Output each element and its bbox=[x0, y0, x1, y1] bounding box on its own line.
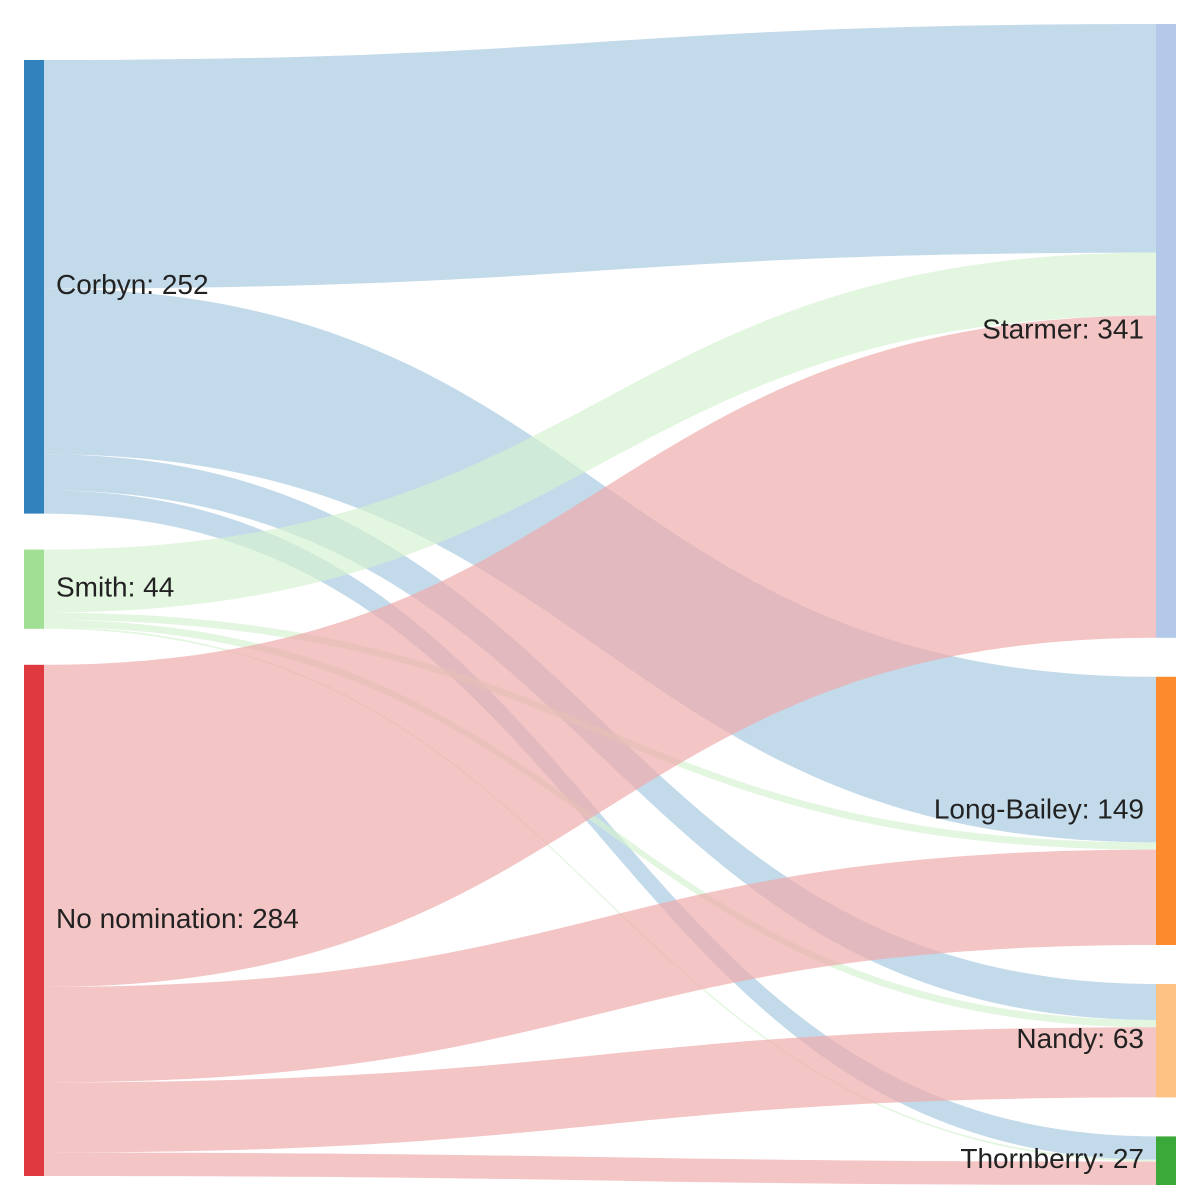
link-corbyn-to-starmer[interactable] bbox=[44, 24, 1156, 289]
node-no-nomination[interactable] bbox=[24, 664, 44, 1176]
nodes-layer bbox=[24, 24, 1176, 1185]
node-label-starmer: Starmer: 341 bbox=[982, 313, 1144, 344]
node-label-smith: Smith: 44 bbox=[56, 572, 174, 603]
link-no-nomination-to-long-bailey[interactable] bbox=[44, 849, 1156, 1083]
node-label-no-nomination: No nomination: 284 bbox=[56, 903, 299, 934]
node-label-long-bailey: Long-Bailey: 149 bbox=[934, 793, 1144, 824]
node-label-thornberry: Thornberry: 27 bbox=[960, 1143, 1144, 1174]
node-long-bailey[interactable] bbox=[1156, 676, 1176, 945]
link-no-nomination-to-thornberry[interactable] bbox=[44, 1152, 1156, 1185]
link-no-nomination-to-nandy[interactable] bbox=[44, 1027, 1156, 1153]
link-smith-to-thornberry[interactable] bbox=[44, 627, 1156, 1162]
node-thornberry[interactable] bbox=[1156, 1136, 1176, 1185]
link-smith-to-nandy[interactable] bbox=[44, 619, 1156, 1028]
link-no-nomination-to-starmer[interactable] bbox=[44, 315, 1156, 987]
node-label-nandy: Nandy: 63 bbox=[1016, 1023, 1144, 1054]
node-smith[interactable] bbox=[24, 549, 44, 629]
node-label-corbyn: Corbyn: 252 bbox=[56, 269, 209, 300]
node-nandy[interactable] bbox=[1156, 984, 1176, 1098]
labels-layer: Corbyn: 252 Smith: 44 No nomination: 284 St… bbox=[56, 269, 1144, 1174]
node-starmer[interactable] bbox=[1156, 24, 1176, 638]
node-corbyn[interactable] bbox=[24, 60, 44, 514]
link-smith-to-starmer[interactable] bbox=[44, 252, 1156, 613]
links-layer bbox=[44, 24, 1156, 1185]
